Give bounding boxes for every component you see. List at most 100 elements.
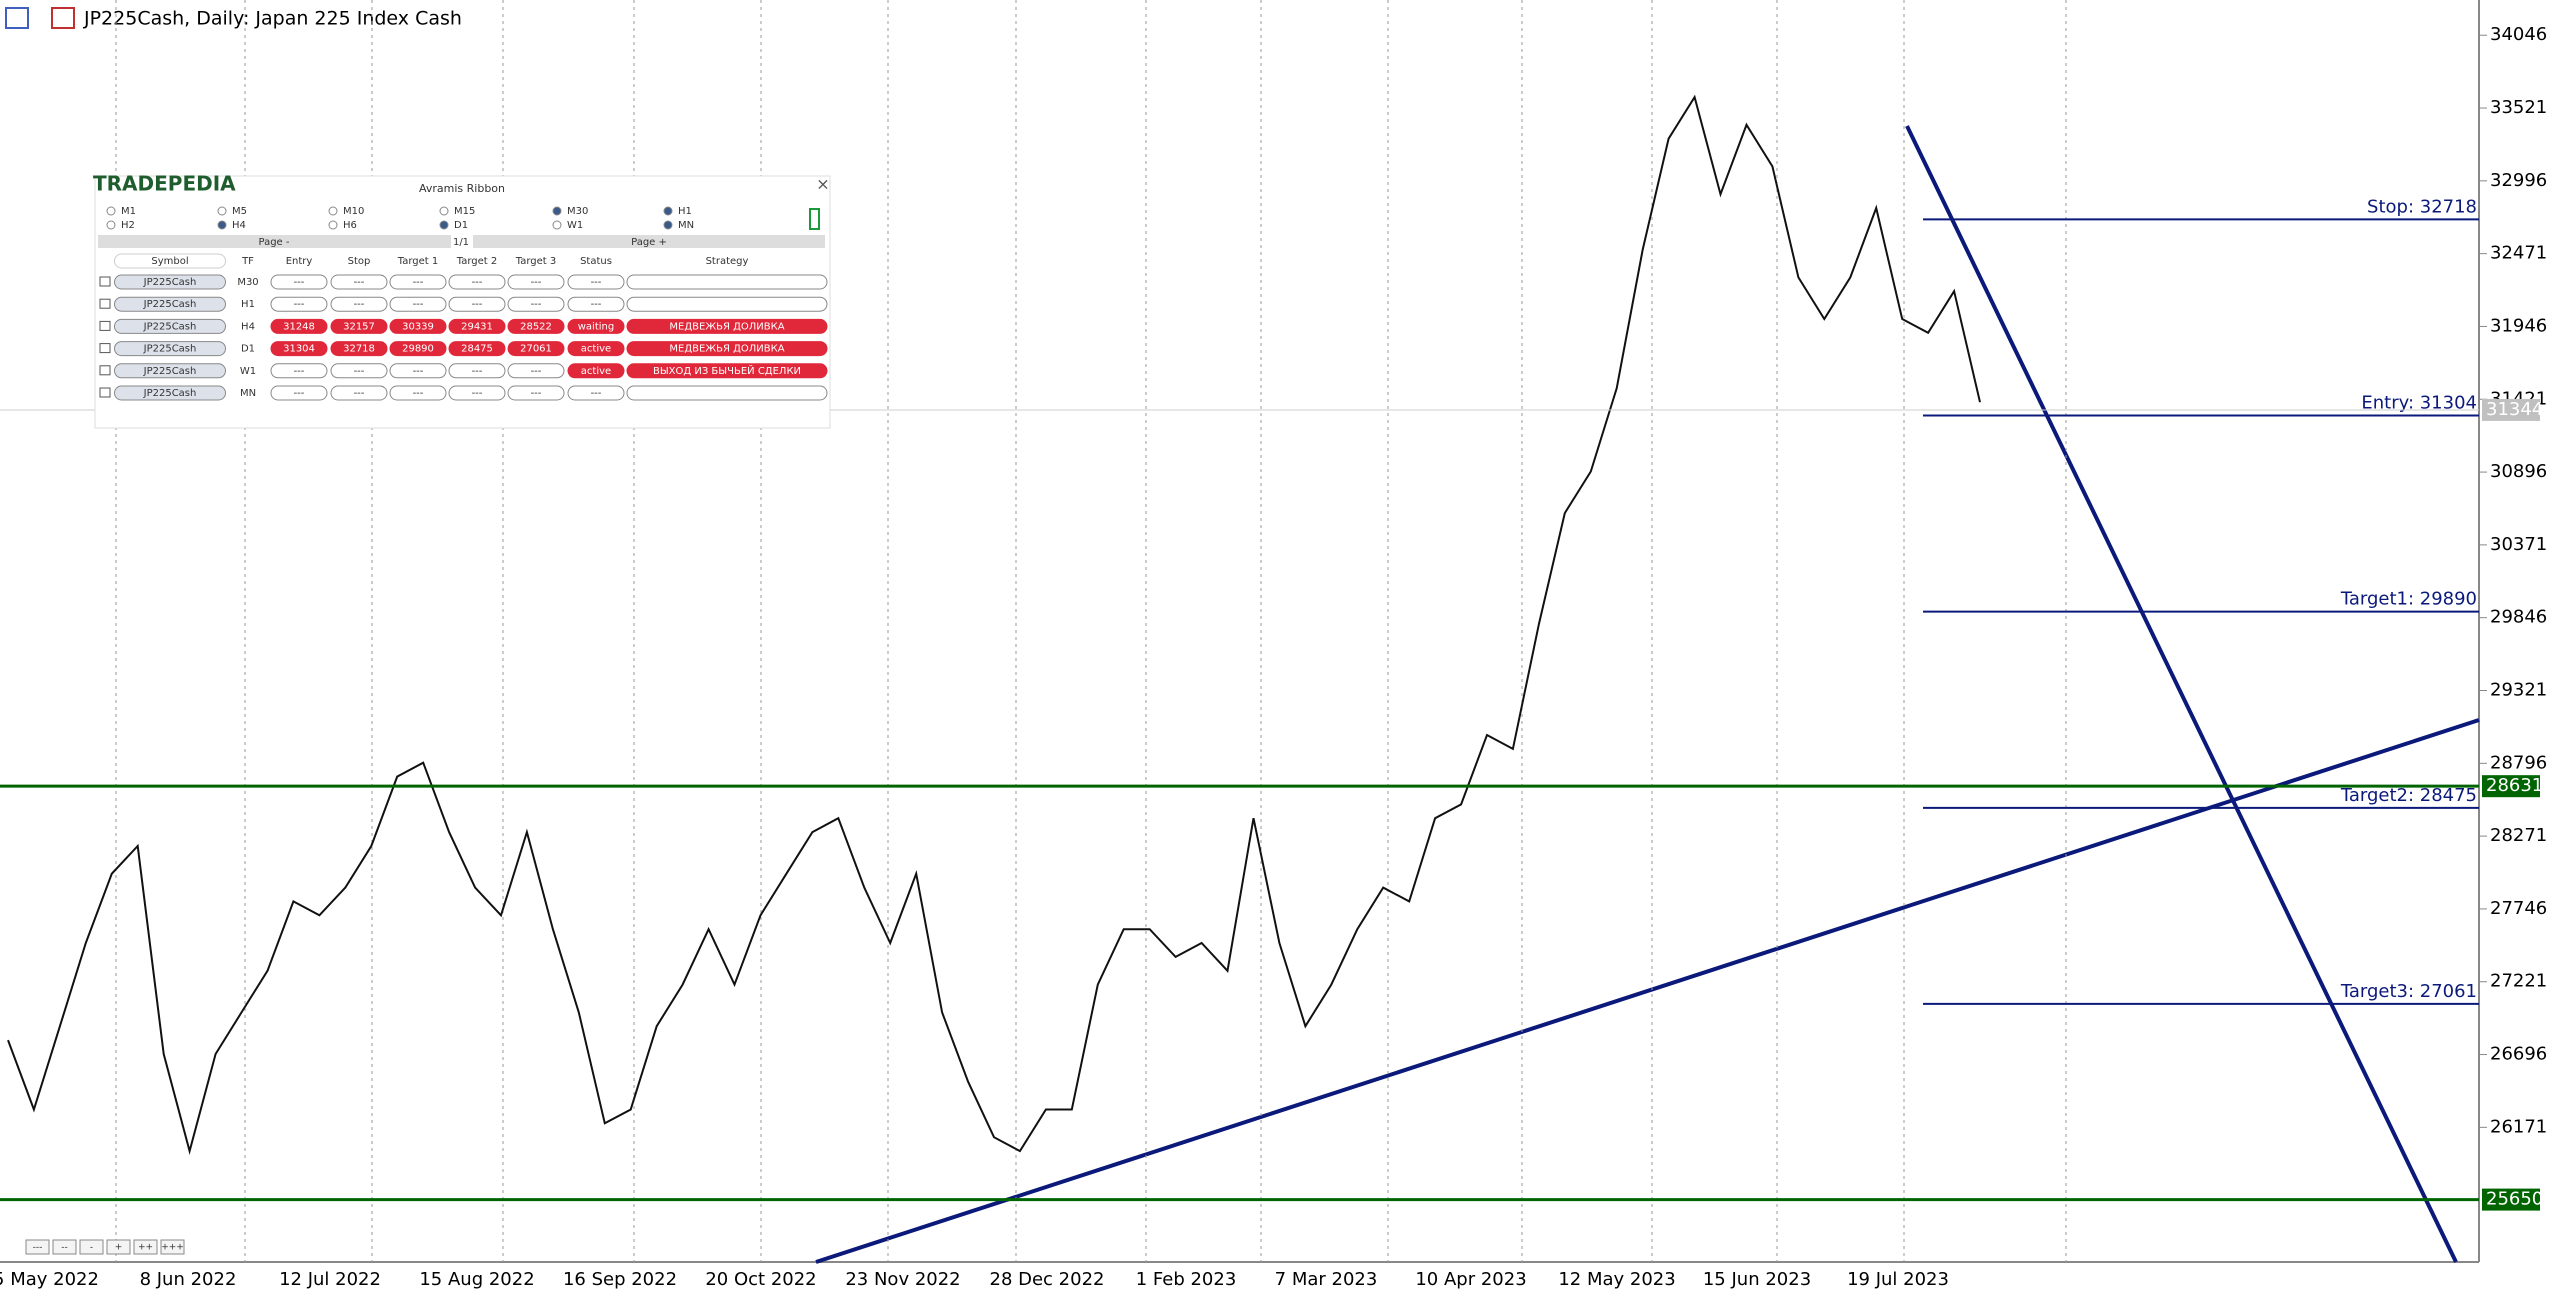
cell-text: D1 xyxy=(241,344,255,355)
date-label: 7 Mar 2023 xyxy=(1275,1269,1378,1290)
cell-text: 30339 xyxy=(402,321,434,332)
cell xyxy=(567,385,625,401)
cell xyxy=(270,318,328,334)
cell xyxy=(626,385,828,401)
cell-text: --- xyxy=(294,366,305,377)
cell-text: --- xyxy=(413,366,424,377)
cell-text: 27061 xyxy=(520,344,552,355)
date-label: 15 Aug 2022 xyxy=(419,1269,534,1290)
radio-button[interactable] xyxy=(217,220,227,230)
cell xyxy=(114,318,226,334)
row-icon[interactable] xyxy=(99,343,111,354)
date-label: 20 Oct 2022 xyxy=(705,1269,816,1290)
zoom-button[interactable] xyxy=(52,1239,77,1255)
cell-text: --- xyxy=(294,388,305,399)
cell-text: МЕДВЕЖЬЯ ДОЛИВКА xyxy=(669,344,784,355)
cell-text: --- xyxy=(531,299,542,310)
cell-text: W1 xyxy=(240,366,256,377)
cell xyxy=(507,318,565,334)
zoom-button[interactable] xyxy=(25,1239,50,1255)
radio-button[interactable] xyxy=(439,220,449,230)
price-tick-label: 28796 xyxy=(2490,752,2547,773)
cell-text: --- xyxy=(294,299,305,310)
cell-text: H1 xyxy=(241,299,255,310)
cell-text: 28475 xyxy=(461,344,493,355)
radio-button[interactable] xyxy=(106,206,116,216)
toggle[interactable] xyxy=(809,208,820,230)
cell-text: --- xyxy=(413,299,424,310)
date-label: 15 Jun 2023 xyxy=(1703,1269,1811,1290)
row-icon[interactable] xyxy=(99,276,111,287)
cell xyxy=(567,274,625,290)
cell xyxy=(507,385,565,401)
row-icon[interactable] xyxy=(99,298,111,309)
radio-button[interactable] xyxy=(328,206,338,216)
cell xyxy=(448,341,506,357)
cell xyxy=(389,318,447,334)
chart-title: JP225Cash, Daily: Japan 225 Index Cash xyxy=(83,8,462,30)
cell xyxy=(270,296,328,312)
row-icon[interactable] xyxy=(99,387,111,398)
row-icon[interactable] xyxy=(99,365,111,376)
cell-text: 32718 xyxy=(343,344,375,355)
price-tick-label: 34046 xyxy=(2490,24,2547,45)
chart-icon[interactable] xyxy=(51,7,75,29)
cell xyxy=(389,274,447,290)
radio-button[interactable] xyxy=(328,220,338,230)
row-icon[interactable] xyxy=(99,320,111,331)
zoom-button[interactable] xyxy=(133,1239,158,1255)
radio-button[interactable] xyxy=(663,206,673,216)
cell-text: --- xyxy=(531,277,542,288)
cell xyxy=(330,318,388,334)
page-number: 1/1 xyxy=(453,237,469,248)
price-tick-label: 33521 xyxy=(2490,97,2547,118)
radio-label: H6 xyxy=(343,220,357,231)
radio-button[interactable] xyxy=(552,206,562,216)
radio-button[interactable] xyxy=(439,206,449,216)
price-tick-label: 30896 xyxy=(2490,461,2547,482)
close-button[interactable]: × xyxy=(816,175,829,194)
cell-text: JP225Cash xyxy=(143,321,197,332)
column-header: Symbol xyxy=(151,256,188,267)
signal-panel: TRADEPEDIA Avramis Ribbon × M1 M5 M10 M15 M30 H1… xyxy=(93,172,831,429)
cell xyxy=(270,274,328,290)
price-tick-label: 29846 xyxy=(2490,607,2547,628)
level-label: Target2: 28475 xyxy=(2340,785,2477,806)
cell xyxy=(626,318,828,334)
price-tick-label: 26696 xyxy=(2490,1044,2547,1065)
radio-label: M10 xyxy=(343,206,364,217)
column-header: TF xyxy=(241,256,254,267)
page-next-label: Page + xyxy=(631,237,667,248)
cell-text: --- xyxy=(472,277,483,288)
level-label: Target1: 29890 xyxy=(2340,589,2477,610)
date-label: 8 Jun 2022 xyxy=(140,1269,237,1290)
price-tick-label: 31946 xyxy=(2490,315,2547,336)
zoom-button[interactable] xyxy=(160,1239,185,1255)
cell-text: --- xyxy=(531,366,542,377)
radio-button[interactable] xyxy=(663,220,673,230)
menu-icon[interactable] xyxy=(5,7,29,29)
cell xyxy=(389,296,447,312)
page-next-button[interactable] xyxy=(473,235,825,248)
cell-text: JP225Cash xyxy=(143,388,197,399)
zoom-button[interactable] xyxy=(79,1239,104,1255)
radio-button[interactable] xyxy=(217,206,227,216)
cell xyxy=(114,385,226,401)
cell xyxy=(448,274,506,290)
cell-text: --- xyxy=(354,388,365,399)
cell-text: 29890 xyxy=(402,344,434,355)
header-cell xyxy=(114,253,226,269)
cell xyxy=(114,341,226,357)
price-tick-label: 27221 xyxy=(2490,971,2547,992)
radio-button[interactable] xyxy=(552,220,562,230)
radio-button[interactable] xyxy=(106,220,116,230)
cell-text: МЕДВЕЖЬЯ ДОЛИВКА xyxy=(669,321,784,332)
radio-label: MN xyxy=(678,220,694,231)
zoom-button-label: +++ xyxy=(161,1243,184,1253)
page-prev-button[interactable] xyxy=(98,235,451,248)
panel-title: Avramis Ribbon xyxy=(419,182,505,195)
zoom-button[interactable] xyxy=(106,1239,131,1255)
cell-text: 29431 xyxy=(461,321,493,332)
price-badge xyxy=(2482,775,2540,798)
cell xyxy=(114,296,226,312)
